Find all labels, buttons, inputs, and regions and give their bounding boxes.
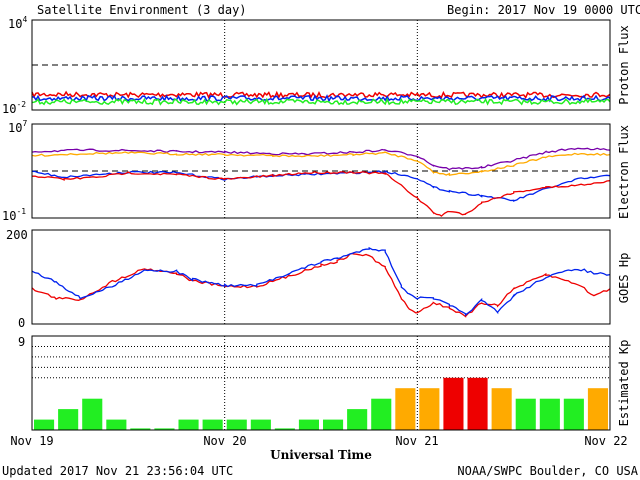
proton-ytick-top: 104: [8, 15, 27, 31]
kp-bar: [347, 409, 368, 430]
credit-label: NOAA/SWPC Boulder, CO USA: [457, 464, 638, 478]
kp-bar: [539, 398, 560, 430]
x-tick-nov19: Nov 19: [10, 434, 53, 448]
kp-ytick-top: 9: [18, 335, 25, 349]
electron-ytick-top: 107: [8, 119, 27, 135]
x-tick-nov22: Nov 22: [584, 434, 627, 448]
kp-bar: [202, 419, 223, 430]
kp-bar: [467, 377, 488, 430]
proton-series-green: [31, 97, 611, 106]
kp-bar: [443, 377, 464, 430]
kp-bar: [491, 388, 512, 430]
electron-series-orange: [31, 151, 611, 176]
electron-ylabel: Electron Flux: [617, 125, 631, 219]
proton-series-blue: [31, 94, 611, 103]
begin-label: Begin: 2017 Nov 19 0000 UTC: [447, 3, 640, 17]
kp-bar: [34, 419, 55, 430]
chart-title: Satellite Environment (3 day): [37, 3, 247, 17]
kp-panel: 9 Estimated Kp: [18, 335, 631, 431]
proton-ytick-bottom: 10-2: [2, 100, 26, 116]
kp-bar: [58, 409, 79, 430]
kp-bar: [563, 398, 584, 430]
hp-ytick-bottom: 0: [18, 316, 25, 330]
kp-bar: [226, 419, 247, 430]
kp-bar: [323, 419, 344, 430]
kp-bar: [395, 388, 416, 430]
kp-bar: [419, 388, 440, 430]
kp-bar: [82, 398, 103, 430]
kp-frame: [31, 335, 611, 431]
kp-bar: [130, 428, 151, 430]
kp-bar: [178, 419, 199, 430]
goes-hp-ylabel: GOES Hp: [617, 253, 631, 304]
goes-hp-panel: 200 0 GOES Hp: [6, 228, 631, 330]
electron-series-purple: [31, 147, 611, 171]
proton-flux-panel: 104 10-2 Proton Flux: [2, 15, 631, 116]
kp-bar: [274, 428, 295, 430]
electron-ytick-bottom: 10-1: [2, 207, 26, 223]
x-axis-title: Universal Time: [270, 448, 372, 462]
updated-label: Updated 2017 Nov 21 23:56:04 UTC: [2, 464, 233, 478]
kp-bar: [154, 428, 175, 430]
proton-frame: [31, 19, 611, 111]
kp-ylabel: Estimated Kp: [617, 340, 631, 427]
electron-series-blue: [31, 170, 611, 202]
electron-series-red: [31, 171, 611, 217]
kp-bar: [106, 419, 127, 430]
kp-bar: [587, 388, 608, 430]
electron-frame: [31, 123, 611, 219]
kp-bar: [515, 398, 536, 430]
proton-ylabel: Proton Flux: [617, 25, 631, 104]
x-tick-nov21: Nov 21: [395, 434, 438, 448]
proton-series-red: [31, 90, 611, 100]
x-tick-nov20: Nov 20: [203, 434, 246, 448]
goes_hp-series-red: [31, 252, 611, 318]
goes-hp-frame: [31, 229, 611, 325]
goes_hp-series-blue: [31, 246, 611, 317]
hp-ytick-top: 200: [6, 228, 28, 242]
kp-bar: [371, 398, 392, 430]
electron-flux-panel: 107 10-1 Electron Flux: [2, 119, 631, 223]
kp-bar: [250, 419, 271, 430]
kp-bar: [298, 419, 319, 430]
